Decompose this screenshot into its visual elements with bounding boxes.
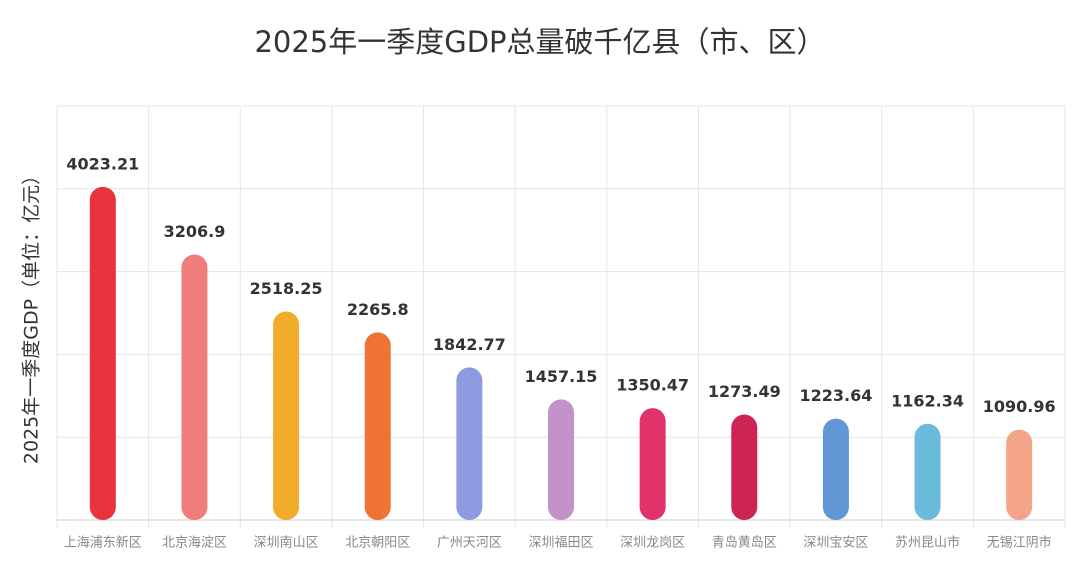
value-label: 1842.77 (433, 335, 506, 354)
value-label: 1350.47 (616, 376, 689, 395)
bar (914, 423, 941, 520)
x-tick-label: 深圳龙岗区 (620, 536, 685, 551)
value-label: 1457.15 (525, 367, 598, 386)
y-axis-label: 2025年一季度GDP（单位：亿元） (21, 166, 43, 464)
value-label: 1223.64 (799, 386, 872, 405)
bar (548, 399, 574, 520)
bar (731, 414, 758, 520)
x-tick-label: 深圳宝安区 (803, 536, 868, 551)
bar (822, 418, 849, 520)
value-label: 2265.8 (347, 300, 409, 319)
bar (181, 254, 208, 520)
value-label: 4023.21 (66, 154, 139, 173)
x-tick-label: 青岛黄岛区 (712, 535, 777, 551)
x-tick-label: 北京朝阳区 (345, 536, 410, 551)
value-label: 3206.9 (164, 222, 226, 241)
x-tick-label: 无锡江阴市 (987, 535, 1052, 551)
bar (639, 408, 666, 520)
x-tick-label: 上海浦东新区 (64, 535, 142, 551)
value-label: 2518.25 (250, 279, 323, 298)
value-label: 1090.96 (983, 397, 1056, 416)
x-tick-label: 北京海淀区 (162, 536, 227, 551)
chart-title: 2025年一季度GDP总量破千亿县（市、区） (254, 25, 825, 59)
value-label: 1273.49 (708, 382, 781, 401)
x-tick-label: 深圳福田区 (528, 536, 593, 551)
bar (364, 332, 391, 520)
x-tick-label: 广州天河区 (437, 536, 502, 551)
bar (89, 186, 116, 520)
bar (1006, 429, 1033, 520)
value-label: 1162.34 (891, 391, 964, 410)
bar (273, 311, 300, 520)
x-tick-label: 深圳南山区 (254, 535, 319, 551)
bar (456, 367, 483, 520)
x-tick-label: 苏州昆山市 (895, 535, 960, 551)
